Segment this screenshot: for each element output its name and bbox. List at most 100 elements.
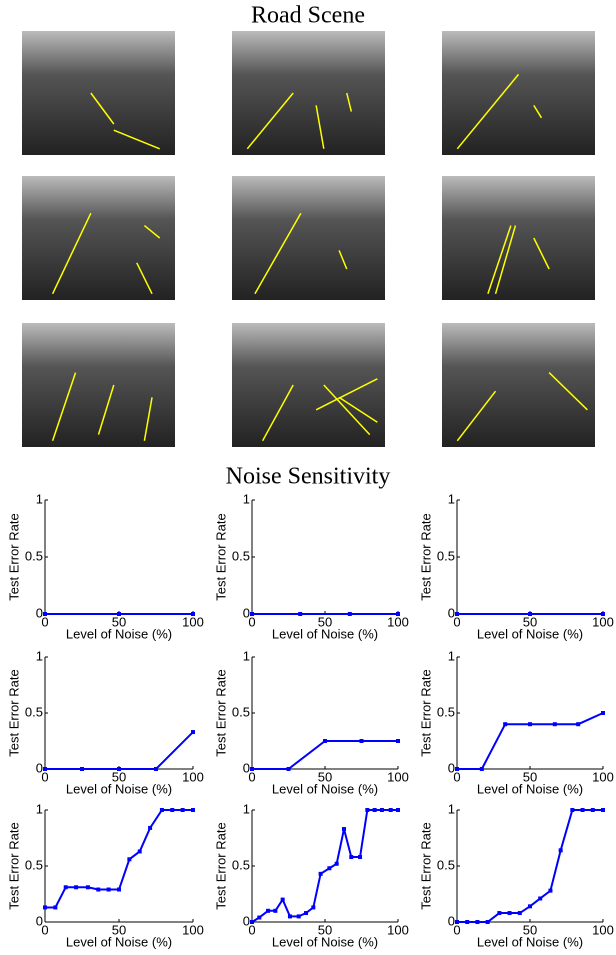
road-image [232,176,385,300]
x-tick-label: 0 [41,614,48,629]
data-point [250,767,254,771]
data-point [117,612,121,616]
data-point [591,808,595,812]
data-point [64,885,68,889]
data-point [342,827,346,831]
x-tick-label: 0 [453,922,460,937]
data-point [297,914,301,918]
data-point [250,612,254,616]
data-point [380,808,384,812]
data-point [43,612,47,616]
data-point [287,767,291,771]
y-tick-label: 0.5 [437,704,455,719]
data-point [138,849,142,853]
data-point [288,914,292,918]
x-tick-label: 100 [182,922,204,937]
x-tick-label: 0 [248,922,255,937]
x-tick-label: 0 [248,614,255,629]
data-point [581,808,585,812]
data-point [257,916,261,920]
data-point [148,826,152,830]
x-tick-label: 100 [592,769,614,784]
data-point [503,722,507,726]
y-tick-label: 0.5 [232,857,250,872]
data-point [358,855,362,859]
data-point [349,855,353,859]
data-point [480,767,484,771]
y-tick-label: 1 [448,801,455,816]
data-point [43,767,47,771]
y-tick-label: 1 [243,491,250,506]
x-tick-label: 100 [387,922,409,937]
data-point [365,808,369,812]
data-point [528,722,532,726]
data-point [601,711,605,715]
x-tick-label: 100 [592,614,614,629]
x-tick-label: 100 [182,614,204,629]
data-point [576,722,580,726]
y-axis-label: Test Error Rate [6,669,21,756]
y-axis-label: Test Error Rate [418,669,433,756]
data-point [160,808,164,812]
road-image [22,31,175,155]
data-point [475,920,479,924]
data-point [570,808,574,812]
data-point [455,612,459,616]
x-axis-label: Level of Noise (%) [477,934,583,949]
series-line [252,741,398,769]
road-image [442,31,595,155]
data-point [601,808,605,812]
data-point [250,920,254,924]
data-point [323,739,327,743]
y-tick-label: 0.5 [25,548,43,563]
road-image [22,176,175,300]
data-point [191,730,195,734]
data-point [181,808,185,812]
y-tick-label: 0.5 [437,857,455,872]
data-point [396,612,400,616]
road-image [442,323,595,447]
data-point [107,888,111,892]
data-point [508,911,512,915]
road-image [232,323,385,447]
x-axis-label: Level of Noise (%) [477,626,583,641]
data-point [465,920,469,924]
x-tick-label: 0 [453,614,460,629]
data-point [528,904,532,908]
x-axis-label: Level of Noise (%) [66,934,172,949]
data-point [304,911,308,915]
data-point [396,739,400,743]
y-axis-label: Test Error Rate [418,822,433,909]
y-tick-label: 1 [36,801,43,816]
data-point [486,920,490,924]
series-line [45,810,193,907]
x-tick-label: 0 [248,769,255,784]
road-image [232,31,385,155]
data-point [455,920,459,924]
y-tick-label: 0.5 [437,548,455,563]
series-line [457,713,603,769]
y-axis-label: Test Error Rate [6,822,21,909]
data-point [319,872,323,876]
section-title: Road Scene [251,3,365,29]
y-tick-label: 1 [243,648,250,663]
data-point [528,612,532,616]
x-tick-label: 0 [453,769,460,784]
data-point [117,888,121,892]
x-axis-label: Level of Noise (%) [66,626,172,641]
y-axis-label: Test Error Rate [418,513,433,600]
x-axis-label: Level of Noise (%) [272,934,378,949]
y-tick-label: 1 [448,491,455,506]
data-point [43,905,47,909]
data-point [281,898,285,902]
y-tick-label: 0.5 [25,857,43,872]
x-tick-label: 100 [592,922,614,937]
data-point [96,888,100,892]
y-axis-label: Test Error Rate [213,513,228,600]
road-image [442,176,595,300]
data-point [154,767,158,771]
data-point [266,909,270,913]
data-point [559,848,563,852]
series-line [252,810,398,922]
data-point [298,612,302,616]
